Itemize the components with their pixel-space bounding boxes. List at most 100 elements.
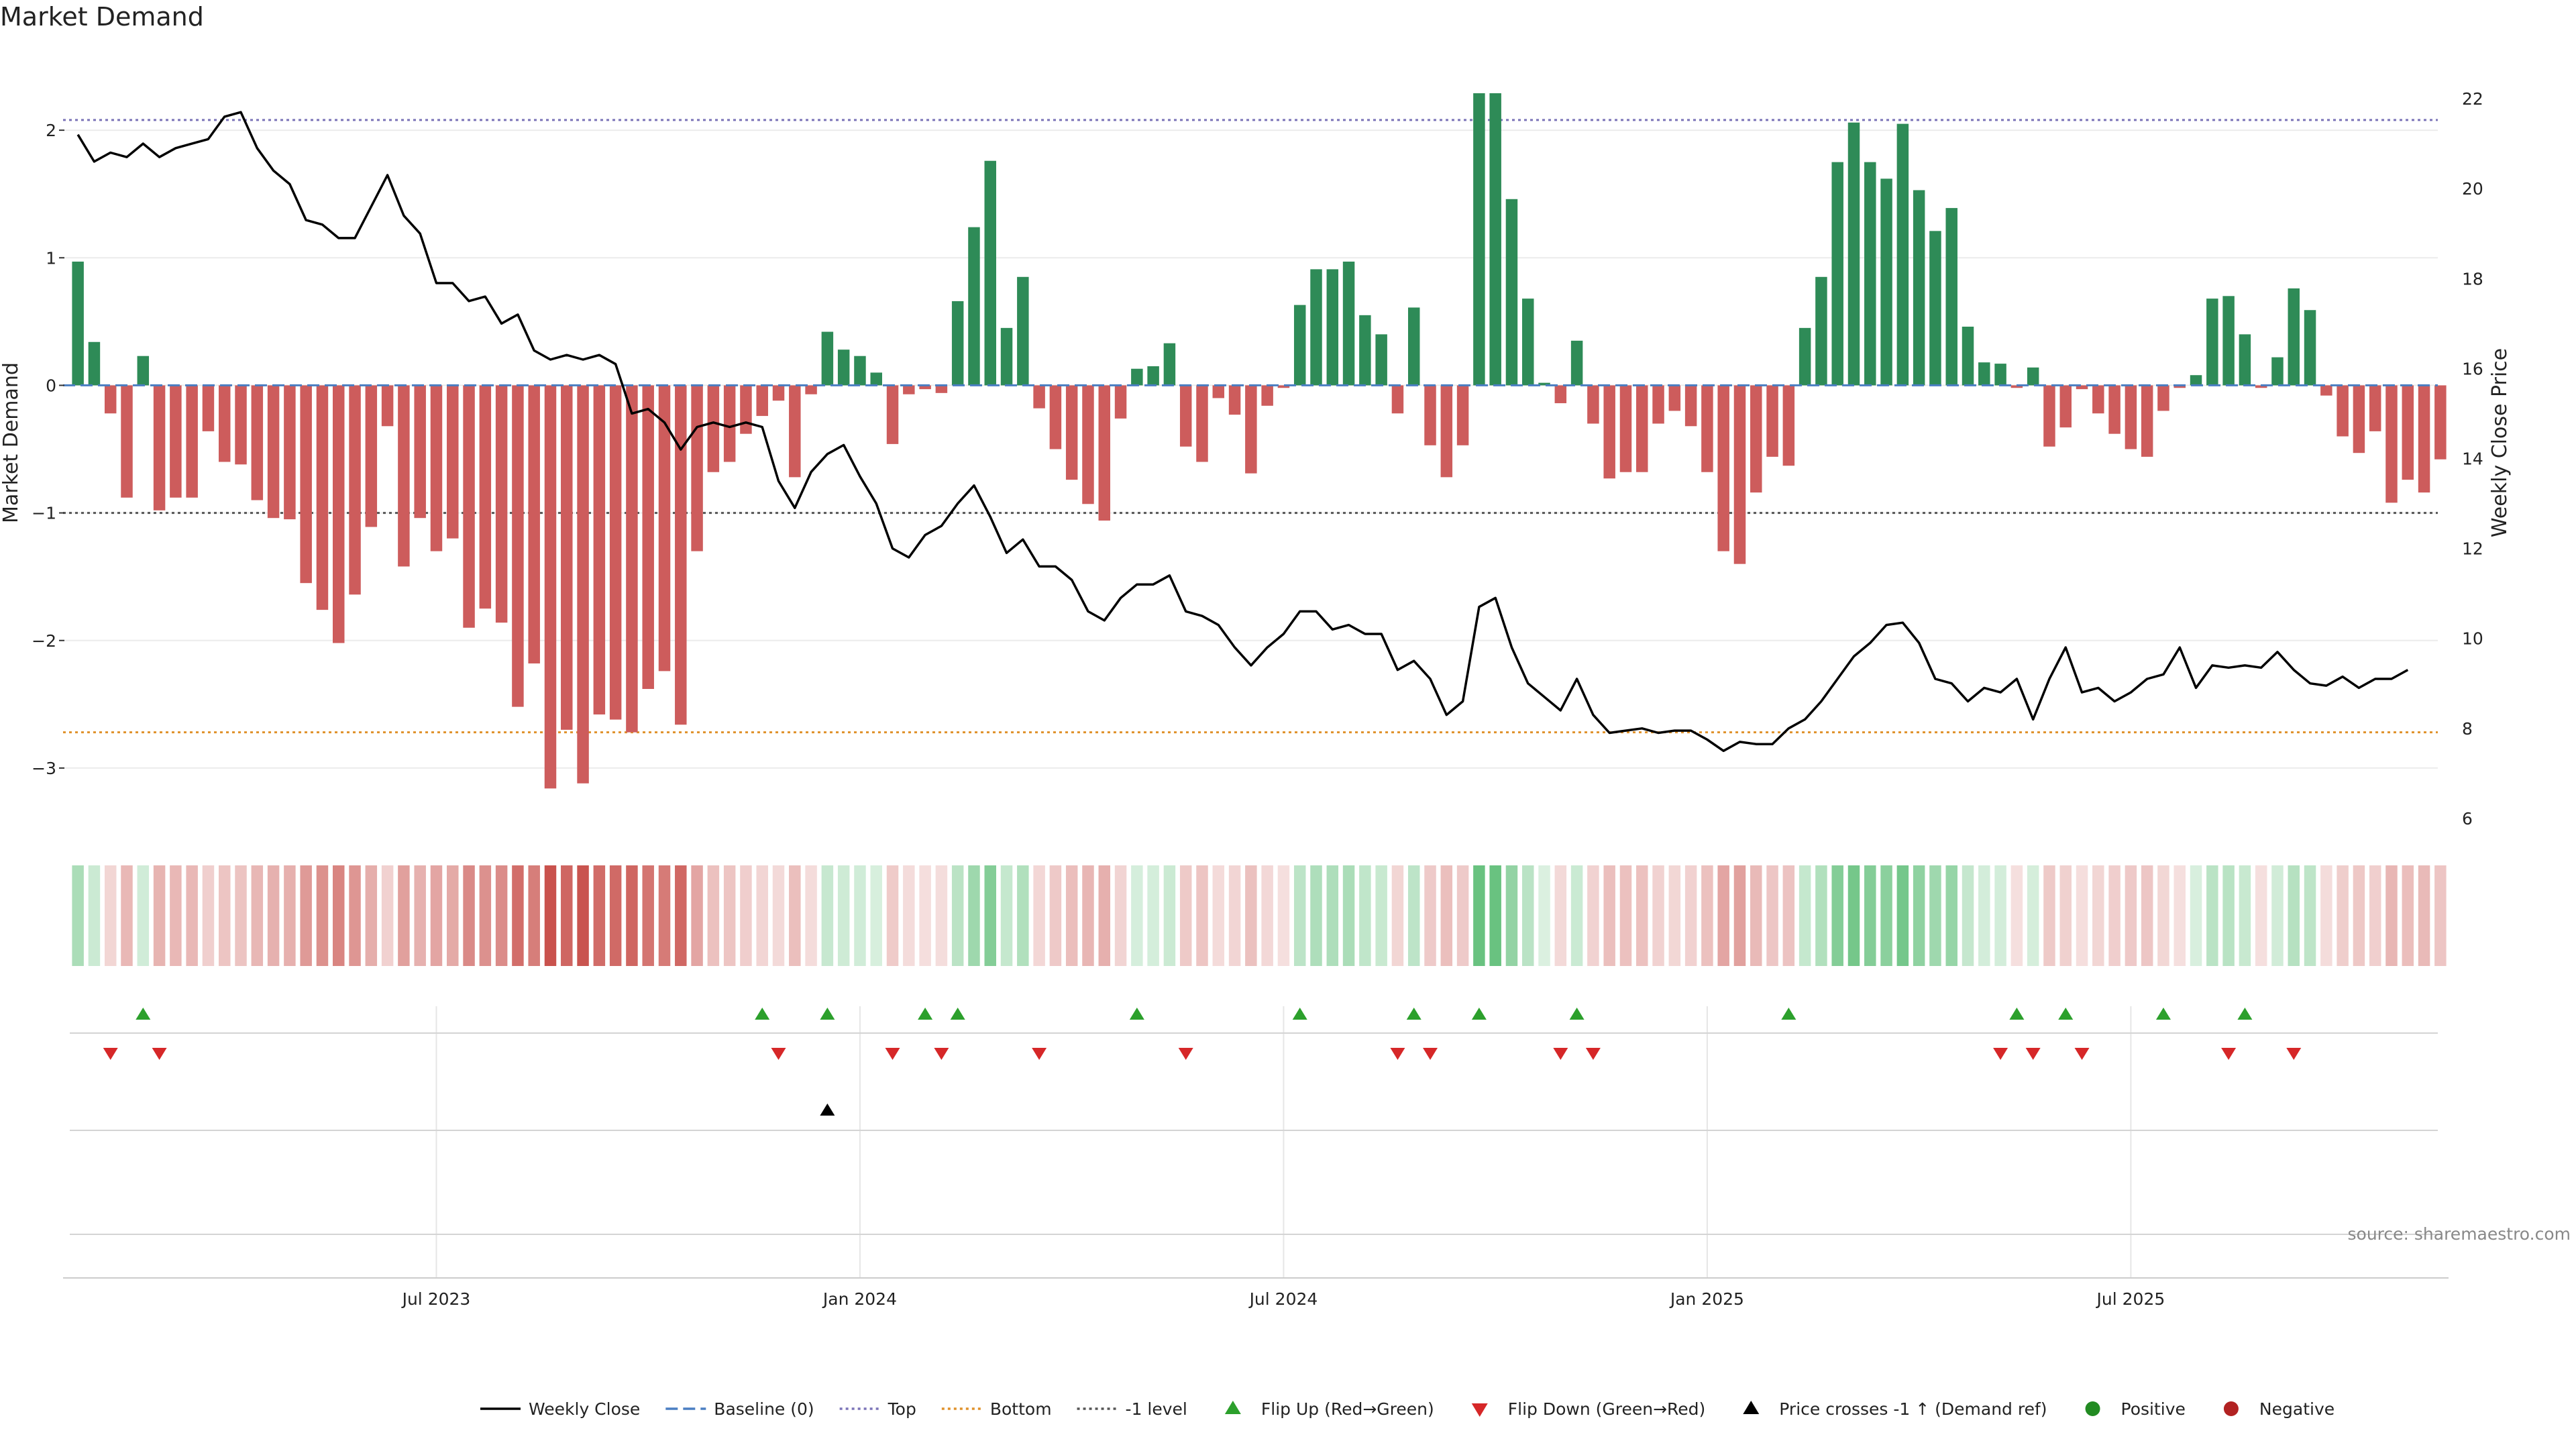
demand-bar	[675, 385, 687, 725]
heat-cell	[1082, 865, 1094, 966]
demand-bar	[447, 385, 459, 539]
demand-bar	[1033, 385, 1045, 409]
flip-down-marker	[934, 1048, 949, 1060]
heat-cell	[1098, 865, 1111, 966]
x-tick-label: Jul 2025	[2096, 1289, 2165, 1309]
heat-cell	[2353, 865, 2365, 966]
demand-bar	[1310, 269, 1322, 386]
demand-bar	[658, 385, 671, 672]
demand-bar	[300, 385, 312, 584]
demand-bar	[2353, 385, 2365, 453]
right-tick-label: 12	[2462, 539, 2483, 559]
heat-cell	[984, 865, 996, 966]
heat-cell	[1815, 865, 1827, 966]
heat-cell	[1554, 865, 1567, 966]
left-tick-label: −3	[32, 759, 56, 778]
heat-cell	[267, 865, 280, 966]
demand-bar	[1082, 385, 1094, 504]
heat-cell	[642, 865, 654, 966]
flip-up-marker	[2155, 1008, 2171, 1020]
demand-bar	[1017, 276, 1029, 386]
demand-bar	[1114, 385, 1127, 419]
demand-bar	[1880, 178, 1892, 386]
demand-bar	[137, 356, 150, 386]
demand-bar	[577, 385, 589, 784]
demand-bar	[935, 385, 948, 393]
heat-cell	[805, 865, 817, 966]
legend-swatch	[1471, 1403, 1488, 1417]
heat-cell	[202, 865, 215, 966]
left-tick-label: −1	[32, 504, 56, 523]
legend-label: Price crosses -1 ↑ (Demand ref)	[1779, 1399, 2047, 1419]
demand-bar	[1522, 299, 1534, 386]
heat-cell	[561, 865, 573, 966]
flip-down-marker	[1585, 1048, 1601, 1060]
demand-bar	[1945, 208, 1957, 386]
heat-cell	[170, 865, 182, 966]
heat-cell	[1033, 865, 1045, 966]
demand-bar	[1277, 385, 1290, 388]
legend-item: Flip Up (Red→Green)	[1224, 1399, 1434, 1419]
heat-cell	[544, 865, 557, 966]
legend-swatch	[2085, 1401, 2100, 1416]
heat-cell	[821, 865, 834, 966]
heat-cell	[1684, 865, 1697, 966]
heat-cell	[1017, 865, 1029, 966]
heat-cell	[104, 865, 117, 966]
x-tick-label: Jan 2025	[1669, 1289, 1744, 1309]
demand-bar	[1359, 315, 1371, 386]
heat-cell	[1652, 865, 1664, 966]
demand-bar	[1864, 162, 1876, 386]
flip-up-marker	[755, 1008, 770, 1020]
demand-bar	[707, 385, 720, 472]
demand-bar	[2174, 385, 2186, 388]
heat-cell	[1929, 865, 1941, 966]
demand-bar	[837, 350, 850, 386]
demand-bar	[1717, 385, 1729, 551]
demand-bar	[561, 385, 573, 730]
heat-cell	[218, 865, 231, 966]
heat-cell	[1131, 865, 1143, 966]
flip-down-marker	[2025, 1048, 2041, 1060]
legend-item: -1 level	[1077, 1399, 1187, 1419]
demand-bar	[495, 385, 508, 623]
heat-cell	[772, 865, 785, 966]
heat-cell	[1196, 865, 1208, 966]
left-tick-label: −2	[32, 631, 56, 651]
flip-up-marker	[2058, 1008, 2074, 1020]
heat-cell	[2043, 865, 2055, 966]
heat-cell	[365, 865, 378, 966]
heat-cell	[153, 865, 166, 966]
legend-label: Bottom	[990, 1399, 1052, 1419]
demand-bar	[1000, 327, 1013, 386]
heat-cell	[1310, 865, 1322, 966]
flip-up-marker	[1781, 1008, 1796, 1020]
flip-up-marker	[1569, 1008, 1585, 1020]
heat-cell	[398, 865, 410, 966]
demand-bar	[1587, 385, 1599, 424]
demand-bar	[626, 385, 638, 733]
heat-cell	[1847, 865, 1860, 966]
heat-cell	[1407, 865, 1420, 966]
heat-cell	[2206, 865, 2218, 966]
heat-cell	[789, 865, 801, 966]
demand-bar	[1815, 276, 1827, 386]
heat-cell	[1065, 865, 1078, 966]
flip-down-marker	[2286, 1048, 2302, 1060]
demand-bar	[512, 385, 524, 707]
heat-cell	[2222, 865, 2235, 966]
chart-title: Market Demand	[0, 2, 204, 32]
heat-cell	[414, 865, 426, 966]
heat-cell	[381, 865, 394, 966]
heat-cell	[1000, 865, 1013, 966]
demand-bar	[1701, 385, 1713, 472]
heat-cell	[2076, 865, 2088, 966]
flip-up-marker	[950, 1008, 965, 1020]
heat-cell	[951, 865, 964, 966]
heat-cell	[1261, 865, 1273, 966]
demand-bar	[2206, 299, 2218, 386]
flip-up-marker	[1292, 1008, 1307, 1020]
demand-bar	[740, 385, 752, 434]
heat-cell	[1049, 865, 1062, 966]
heat-cell	[1359, 865, 1371, 966]
